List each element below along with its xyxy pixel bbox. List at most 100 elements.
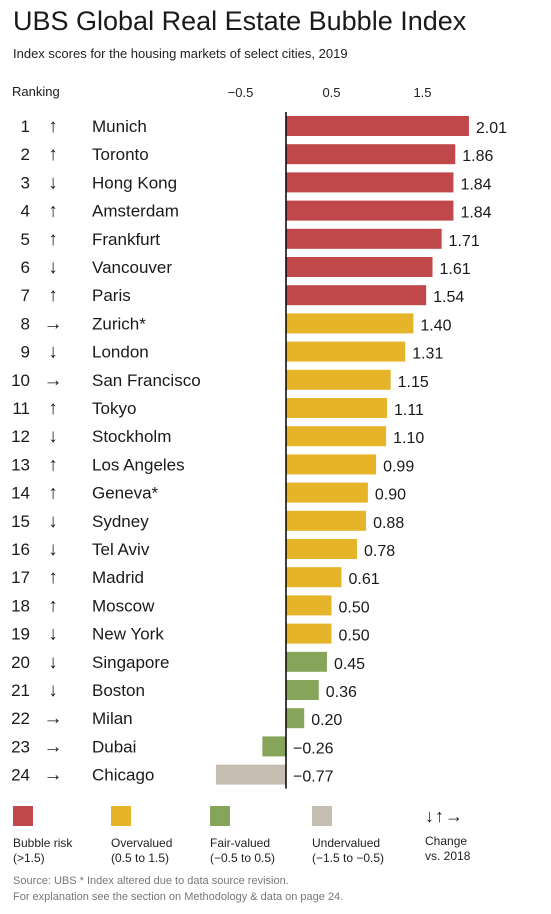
bar-boston [286, 680, 319, 700]
value-label: 1.61 [440, 261, 471, 278]
change-up-icon: ↑ [48, 567, 58, 588]
value-label: 1.54 [433, 289, 464, 306]
value-label: −0.77 [293, 769, 334, 786]
bar-geneva [286, 482, 368, 503]
city-label: Paris [92, 286, 131, 305]
methodology-note: For explanation see the section on Metho… [13, 891, 344, 903]
change-down-icon: ↓ [48, 539, 58, 560]
city-label: London [92, 343, 149, 362]
rank-label: 3 [21, 173, 30, 192]
rank-label: 15 [11, 512, 30, 531]
change-same-icon: → [44, 313, 63, 334]
change-down-icon: ↓ [48, 257, 58, 278]
rank-label: 1 [21, 117, 30, 136]
city-label: Milan [92, 709, 133, 728]
legend-overvalued: Overvalued (0.5 to 1.5) [111, 806, 172, 866]
change-same-icon: → [44, 765, 63, 786]
change-down-icon: ↓ [48, 511, 58, 532]
bar-madrid [286, 567, 342, 588]
change-same-icon: → [44, 370, 63, 391]
bar-sydney [286, 510, 367, 531]
value-label: 0.88 [373, 515, 404, 532]
bar-tokyo [286, 398, 388, 418]
rank-label: 16 [11, 540, 30, 559]
rank-label: 8 [21, 314, 30, 333]
change-down-icon: ↓ [48, 172, 58, 193]
city-label: Tel Aviv [92, 540, 150, 559]
bar-tel-aviv [286, 539, 357, 559]
rank-label: 13 [11, 455, 30, 474]
value-label: 0.78 [364, 543, 395, 560]
row-labels-group: 1 ↑ Munich 2.01 2 ↑ Toronto 1.86 3 ↓ Hong Kong 1.84… [11, 116, 507, 786]
change-arrows-icon: ↓↑→ [425, 806, 464, 826]
legend-swatch-bubble-risk [13, 806, 33, 826]
city-label: Frankfurt [92, 230, 160, 249]
city-label: New York [92, 625, 164, 644]
bar-dubai [262, 736, 286, 757]
x-tick-label: 1.5 [413, 85, 431, 100]
value-label: 1.86 [462, 148, 493, 165]
rank-label: 10 [11, 371, 30, 390]
city-label: Dubai [92, 737, 136, 756]
legend-swatch-fair-valued [210, 806, 230, 826]
rank-label: 2 [21, 145, 30, 164]
city-label: Los Angeles [92, 455, 185, 474]
value-label: 1.84 [460, 205, 491, 222]
legend-range: (−0.5 to 0.5) [210, 851, 276, 865]
legend-swatch-overvalued [111, 806, 131, 826]
legend-change: ↓↑→ Change vs. 2018 [425, 806, 470, 864]
legend-bubble-risk: Bubble risk (>1.5) [13, 806, 72, 866]
legend-label: Overvalued [111, 836, 173, 850]
city-label: Munich [92, 117, 147, 136]
rank-label: 4 [21, 202, 30, 221]
rank-label: 14 [11, 484, 30, 503]
bubble-index-bar-chart: −0.5 0.5 1.5 1 ↑ Munich 2.01 2 ↑ Toronto 1.86 3 ↓ Ho… [11, 85, 507, 789]
value-label: 1.71 [449, 233, 480, 250]
rank-label: 23 [11, 737, 30, 756]
ranking-column-header: Ranking [12, 84, 60, 99]
value-label: 2.01 [476, 120, 507, 137]
rank-label: 19 [11, 625, 30, 644]
city-label: Singapore [92, 653, 170, 672]
bar-milan [286, 708, 305, 729]
change-up-icon: ↑ [48, 201, 58, 222]
value-label: 1.15 [398, 374, 429, 391]
value-label: 0.99 [383, 458, 414, 475]
change-up-icon: ↑ [48, 144, 58, 165]
chart-title: UBS Global Real Estate Bubble Index [13, 6, 467, 36]
city-label: Chicago [92, 766, 154, 785]
bar-new-york [286, 623, 332, 644]
rank-label: 24 [11, 766, 30, 785]
city-label: Stockholm [92, 427, 171, 446]
city-label: San Francisco [92, 371, 201, 390]
bar-london [286, 341, 406, 362]
rank-label: 18 [11, 596, 30, 615]
rank-label: 17 [11, 568, 30, 587]
city-label: Madrid [92, 568, 144, 587]
legend-fair-valued: Fair-valued (−0.5 to 0.5) [210, 806, 275, 866]
bar-toronto [286, 144, 456, 165]
value-label: 1.10 [393, 430, 424, 447]
rank-label: 22 [11, 709, 30, 728]
legend-label: Undervalued [312, 836, 381, 850]
rank-label: 6 [21, 258, 30, 277]
x-tick-label: 0.5 [322, 85, 340, 100]
change-up-icon: ↑ [48, 229, 58, 250]
change-up-icon: ↑ [48, 454, 58, 475]
bar-hong-kong [286, 172, 454, 193]
bar-singapore [286, 651, 327, 672]
rank-label: 21 [11, 681, 30, 700]
city-label: Tokyo [92, 399, 136, 418]
city-label: Toronto [92, 145, 149, 164]
bar-munich [286, 116, 469, 136]
rank-label: 7 [21, 286, 30, 305]
city-label: Amsterdam [92, 202, 179, 221]
value-label: 0.36 [326, 684, 357, 701]
city-label: Vancouver [92, 258, 172, 277]
bar-moscow [286, 595, 332, 616]
value-label: 0.20 [311, 712, 342, 729]
bar-frankfurt [286, 228, 442, 249]
x-tick-label: −0.5 [228, 85, 254, 100]
value-label: 1.40 [420, 317, 451, 334]
change-up-icon: ↑ [48, 398, 58, 419]
